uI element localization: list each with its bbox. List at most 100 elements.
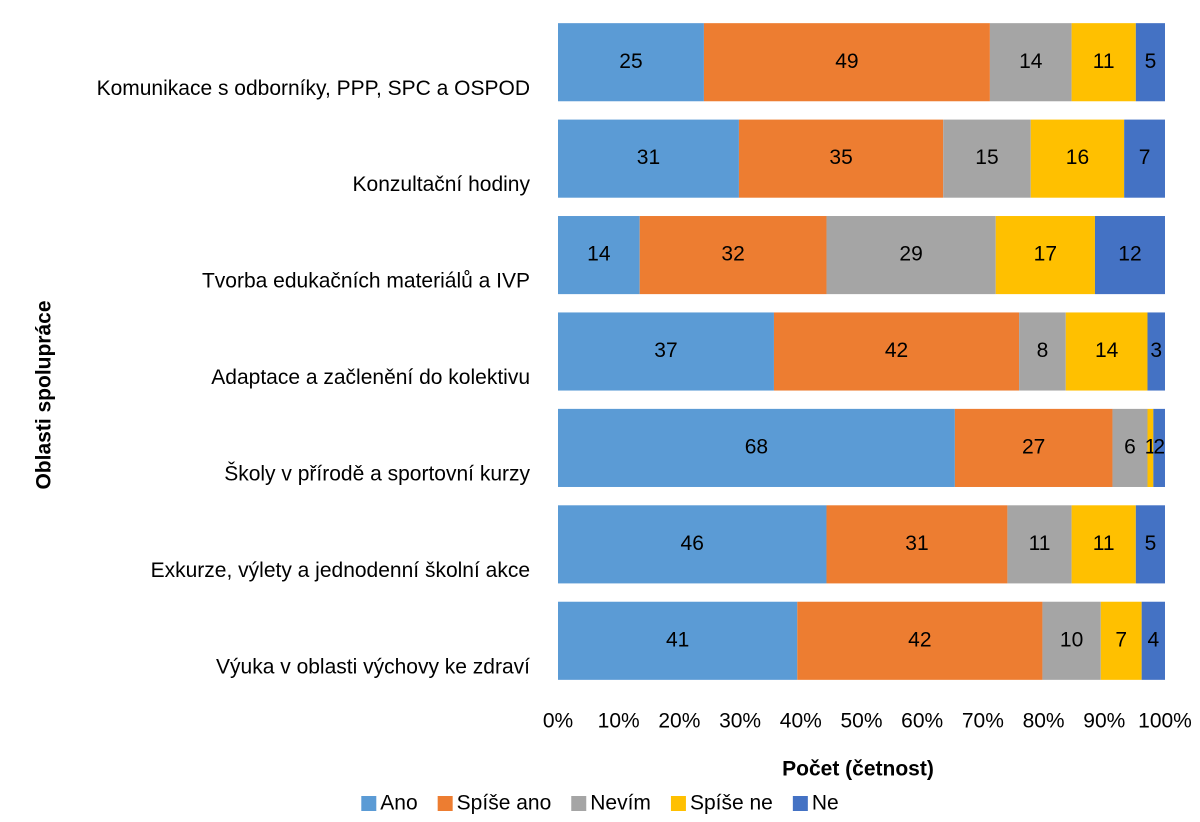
data-label: 11	[1093, 50, 1115, 73]
y-tick-label: Tvorba edukačních materiálů a IVP	[202, 270, 530, 293]
x-tick-label: 70%	[962, 710, 1004, 733]
y-axis-title: Oblasti spolupráce	[33, 300, 56, 489]
bar-segment	[773, 312, 1020, 391]
bar-segment	[1071, 23, 1136, 102]
legend-swatch	[670, 796, 686, 811]
legend-label: Ano	[380, 792, 417, 815]
bar-segment	[1100, 601, 1142, 680]
x-tick-label: 20%	[658, 710, 700, 733]
bar-segment	[995, 216, 1095, 295]
data-label: 37	[654, 339, 677, 362]
data-label: 12	[1118, 243, 1141, 266]
y-tick-label: Školy v přírodě a sportovní kurzy	[224, 462, 530, 485]
data-label: 14	[1095, 339, 1119, 362]
data-label: 5	[1145, 532, 1157, 555]
y-tick-label: Exkurze, výlety a jednodenní školní akce	[151, 559, 530, 582]
bar-segment	[1030, 119, 1125, 198]
data-label: 31	[905, 532, 928, 555]
x-tick-label: 60%	[901, 710, 943, 733]
x-tick-label: 80%	[1023, 710, 1065, 733]
x-tick-label: 40%	[780, 710, 822, 733]
data-label: 14	[587, 243, 611, 266]
data-label: 32	[721, 243, 744, 266]
legend-label: Ne	[812, 792, 839, 815]
data-label: 42	[908, 628, 931, 651]
y-tick-label: Komunikace s odborníky, PPP, SPC a OSPOD	[97, 77, 530, 100]
bar-segment	[826, 216, 996, 295]
bar-segment	[1147, 408, 1154, 487]
bar-segment	[1124, 119, 1165, 198]
bar-segment	[558, 216, 640, 295]
data-label: 41	[666, 628, 689, 651]
bar-segment	[943, 119, 1031, 198]
bar-segment	[558, 312, 774, 391]
legend-swatch	[361, 796, 377, 811]
legend-label: Spíše ano	[457, 792, 552, 815]
legend-swatch	[571, 796, 587, 811]
legend-label: Nevím	[590, 792, 651, 815]
data-label: 11	[1029, 532, 1051, 555]
x-tick-label: 100%	[1138, 710, 1192, 733]
legend-swatch	[792, 796, 808, 811]
x-tick-label: 30%	[719, 710, 761, 733]
data-label: 6	[1124, 435, 1136, 458]
x-tick-label: 50%	[840, 710, 882, 733]
bar-segment	[1007, 505, 1072, 584]
data-label: 5	[1145, 50, 1157, 73]
data-label: 15	[975, 146, 998, 169]
bar-segment	[826, 505, 1008, 584]
bar-segment	[558, 601, 798, 680]
bar-segment	[558, 23, 704, 102]
data-label: 42	[885, 339, 908, 362]
bar-segment	[989, 23, 1072, 102]
bar-segment	[1147, 312, 1165, 391]
data-label: 31	[637, 146, 660, 169]
legend-swatch	[437, 796, 453, 811]
x-axis-title: Počet (četnost)	[782, 758, 934, 781]
data-label: 35	[829, 146, 852, 169]
legend-label: Spíše ne	[690, 792, 773, 815]
y-tick-label: Výuka v oblasti výchovy ke zdraví	[216, 655, 530, 678]
data-label: 7	[1139, 146, 1151, 169]
bar-segment	[1065, 312, 1148, 391]
data-label: 10	[1060, 628, 1083, 651]
bar-segment	[558, 119, 739, 198]
data-label: 14	[1019, 50, 1043, 73]
x-tick-label: 90%	[1083, 710, 1125, 733]
x-tick-label: 10%	[598, 710, 640, 733]
bar-segment	[1135, 23, 1165, 102]
data-label: 46	[681, 532, 704, 555]
bar-segment	[703, 23, 990, 102]
data-label: 3	[1150, 339, 1162, 362]
bar-segment	[558, 408, 955, 487]
data-label: 16	[1066, 146, 1089, 169]
y-tick-label: Adaptace a začlenění do kolektivu	[211, 366, 530, 389]
bar-segment	[1153, 408, 1165, 487]
bar-segment	[639, 216, 827, 295]
data-label: 29	[899, 243, 922, 266]
bar-segment	[1042, 601, 1101, 680]
bar-segment	[1019, 312, 1066, 391]
data-label: 1	[1145, 435, 1157, 458]
bar-segment	[1112, 408, 1148, 487]
data-label: 8	[1037, 339, 1049, 362]
data-label: 11	[1093, 532, 1115, 555]
bar-segment	[1094, 216, 1165, 295]
bar-segment	[1135, 505, 1165, 584]
data-label: 25	[619, 50, 642, 73]
y-tick-label: Konzultační hodiny	[353, 173, 531, 196]
data-label: 7	[1115, 628, 1127, 651]
bar-segment	[797, 601, 1043, 680]
data-label: 68	[745, 435, 768, 458]
bar-segment	[954, 408, 1113, 487]
data-label: 4	[1147, 628, 1159, 651]
data-label: 49	[835, 50, 858, 73]
data-label: 2	[1153, 435, 1165, 458]
bar-segment	[1141, 601, 1165, 680]
bar-segment	[558, 505, 827, 584]
bar-segment	[738, 119, 944, 198]
x-tick-label: 0%	[543, 710, 573, 733]
data-label: 17	[1034, 243, 1057, 266]
data-label: 27	[1022, 435, 1045, 458]
